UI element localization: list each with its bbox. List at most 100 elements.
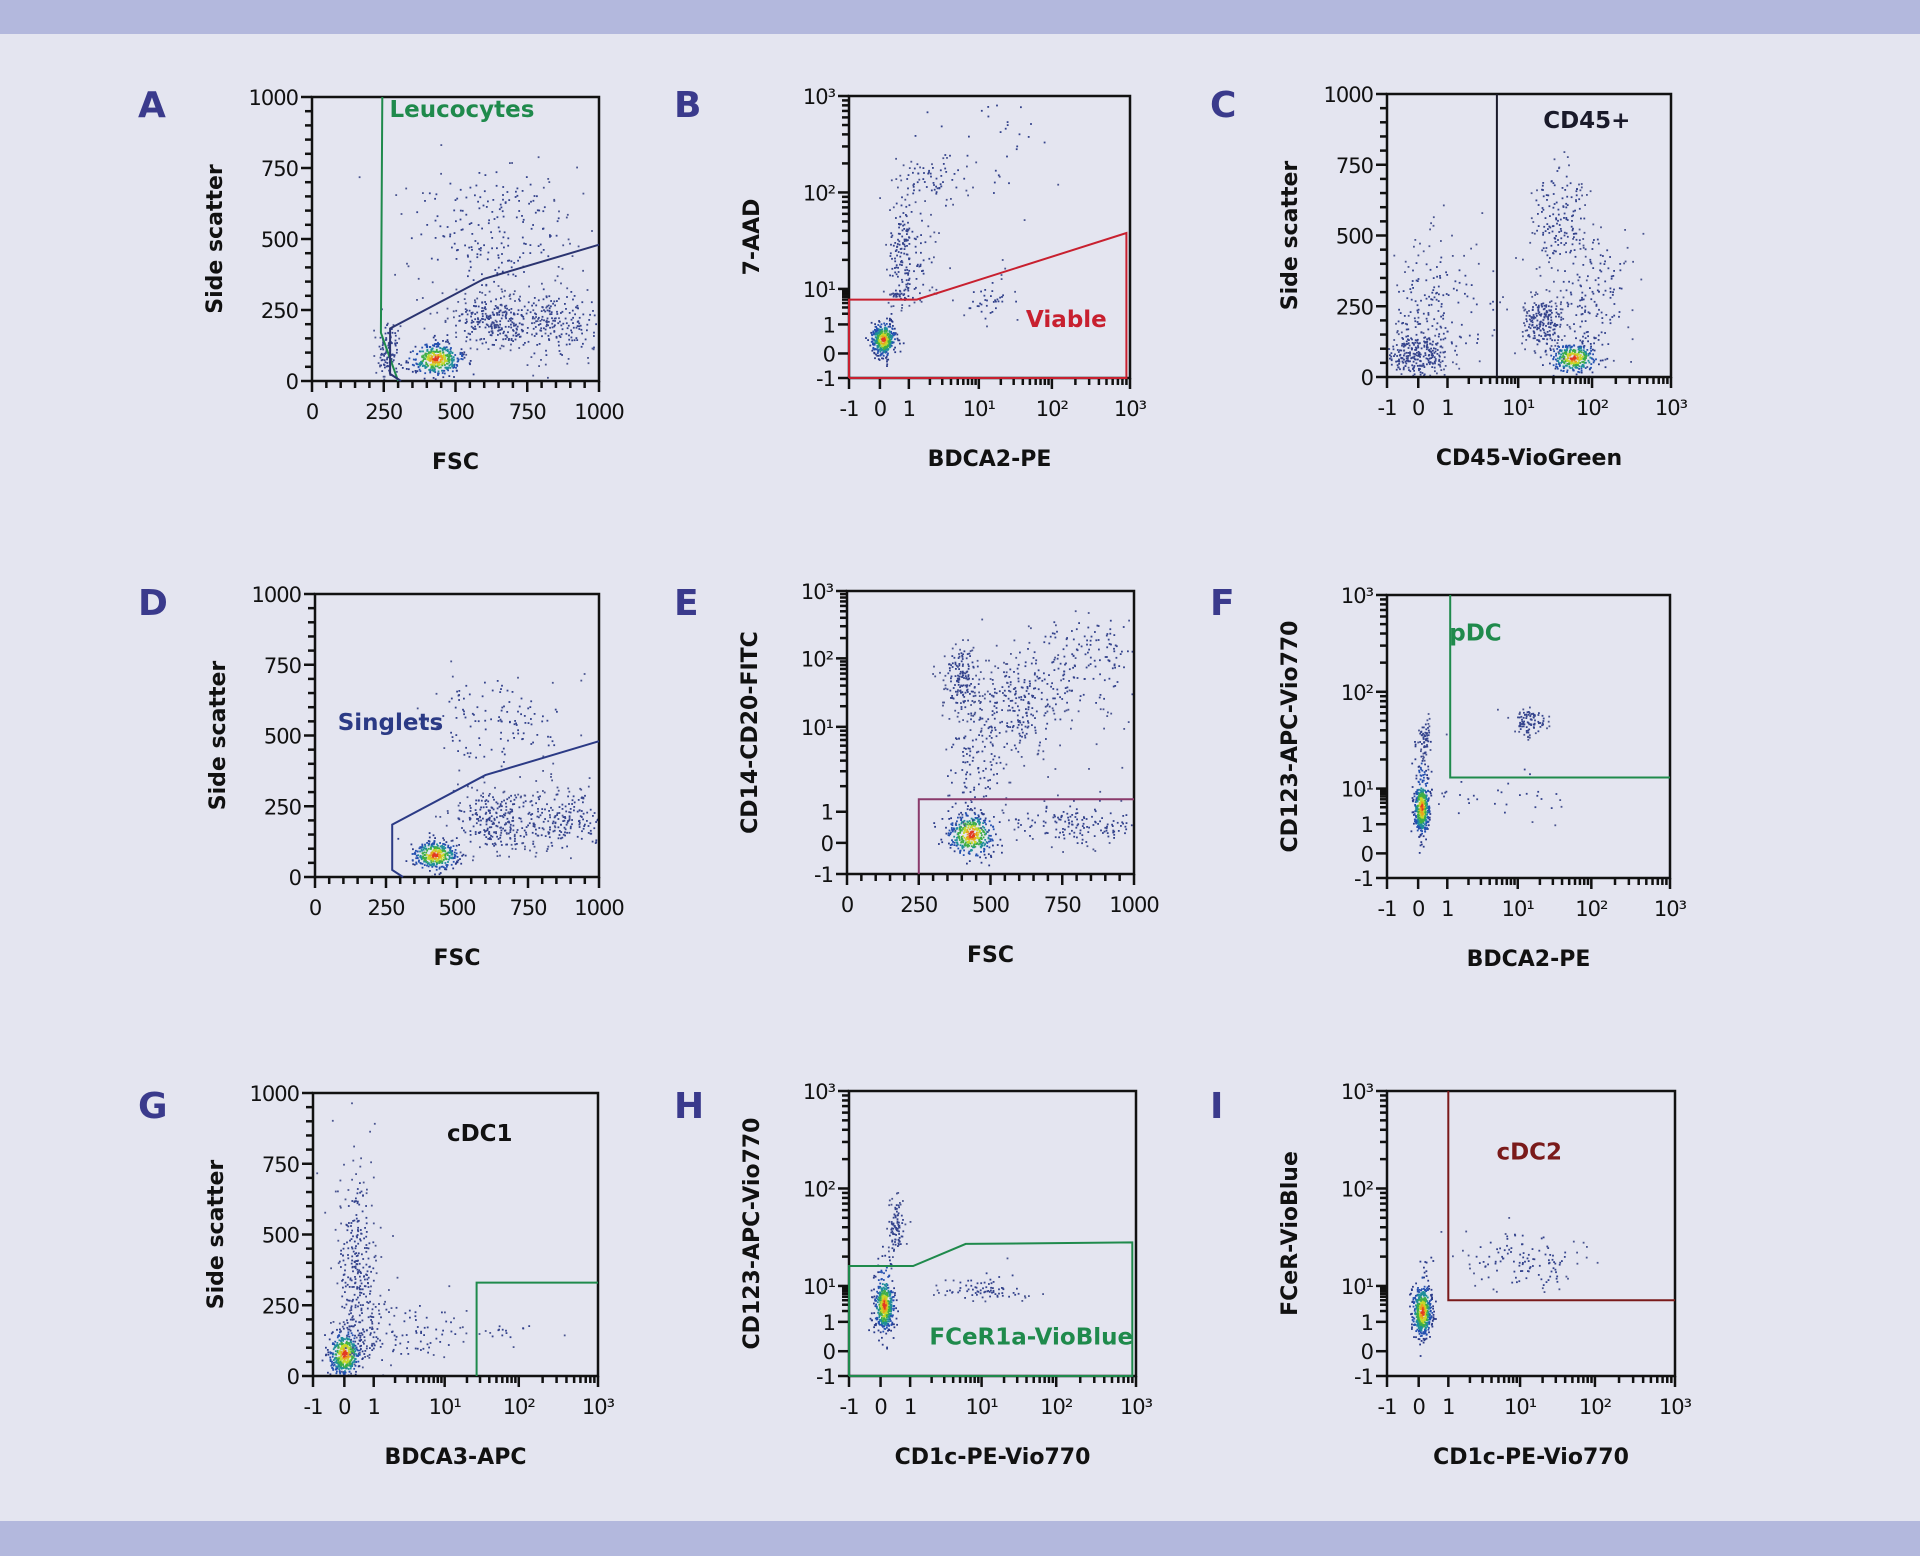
event-point <box>981 828 983 831</box>
event-point <box>518 200 520 202</box>
event-point <box>447 851 450 854</box>
event-point <box>1530 291 1532 294</box>
event-point <box>433 367 436 370</box>
event-point <box>892 325 894 327</box>
event-point <box>1419 360 1422 362</box>
event-point <box>433 370 435 373</box>
event-point <box>890 344 893 347</box>
event-point <box>492 808 495 811</box>
event-point <box>938 232 940 234</box>
event-point <box>1601 317 1604 319</box>
event-point <box>418 350 421 353</box>
event-point <box>1575 238 1578 241</box>
event-point <box>1618 311 1621 313</box>
event-point <box>468 246 471 249</box>
event-point <box>885 347 887 350</box>
gate-polygon[interactable] <box>389 243 600 382</box>
event-point <box>1430 347 1432 350</box>
event-point <box>592 348 595 351</box>
event-point <box>1410 291 1413 294</box>
event-point <box>1537 306 1540 309</box>
event-point <box>525 831 527 834</box>
event-point <box>932 182 935 184</box>
event-point <box>491 311 494 314</box>
event-point <box>1590 363 1593 365</box>
event-point <box>913 237 916 240</box>
event-point <box>1563 335 1566 337</box>
event-point <box>1536 324 1538 327</box>
event-point <box>424 353 426 356</box>
event-point <box>409 351 412 354</box>
event-point <box>911 230 914 233</box>
event-point <box>416 707 419 710</box>
event-point <box>1610 277 1613 280</box>
event-point <box>521 323 524 326</box>
event-point <box>1584 311 1586 313</box>
event-point <box>1535 199 1538 202</box>
event-point <box>411 370 414 373</box>
event-point <box>518 705 521 708</box>
event-point <box>451 857 453 859</box>
event-point <box>1546 331 1549 333</box>
event-point <box>961 665 964 667</box>
event-point <box>1571 351 1574 354</box>
event-point <box>493 817 496 820</box>
event-point <box>1592 361 1595 364</box>
event-point <box>430 348 433 351</box>
event-point <box>978 837 980 839</box>
event-point <box>1610 275 1613 278</box>
event-point <box>1609 296 1612 299</box>
event-point <box>1555 363 1558 366</box>
y-tick-label: 0 <box>1361 366 1373 390</box>
x-tick-label: -1 <box>1378 396 1397 420</box>
event-point <box>1447 294 1450 296</box>
event-point <box>396 342 398 344</box>
event-point <box>441 865 444 868</box>
event-point <box>1563 357 1565 360</box>
gate-singlets[interactable] <box>391 740 600 878</box>
event-point <box>1057 183 1060 186</box>
event-point <box>471 319 473 322</box>
event-point <box>954 643 957 646</box>
event-point <box>1416 365 1419 367</box>
event-point <box>549 816 551 819</box>
event-point <box>969 828 971 831</box>
event-point <box>964 706 967 709</box>
event-point <box>446 353 449 356</box>
event-point <box>1564 358 1566 360</box>
event-point <box>547 845 550 848</box>
event-point <box>967 668 970 670</box>
gate-viable[interactable] <box>848 231 1128 379</box>
event-point <box>576 166 578 169</box>
event-point <box>1578 198 1581 201</box>
event-point <box>570 329 572 332</box>
event-point <box>1558 361 1560 364</box>
event-point <box>1541 305 1543 308</box>
event-point <box>441 349 444 352</box>
event-point <box>963 836 966 839</box>
event-point <box>512 293 515 296</box>
event-point <box>442 866 445 869</box>
event-point <box>983 697 986 700</box>
event-point <box>531 813 534 815</box>
event-point <box>510 317 512 320</box>
event-point <box>1428 304 1430 307</box>
event-point <box>907 174 910 176</box>
event-point <box>475 756 477 759</box>
event-point <box>1525 339 1528 341</box>
event-point <box>512 340 514 342</box>
event-point <box>1417 308 1420 311</box>
event-point <box>1419 368 1421 370</box>
event-point <box>897 293 899 295</box>
event-point <box>438 867 441 870</box>
event-point <box>895 273 898 276</box>
gate-leucocytes[interactable] <box>379 96 400 382</box>
event-point <box>511 317 514 320</box>
event-point <box>489 837 491 839</box>
event-point <box>908 277 911 280</box>
event-point <box>1417 323 1420 325</box>
event-point <box>1591 290 1594 293</box>
event-point <box>469 807 472 809</box>
event-point <box>1417 346 1420 349</box>
event-point <box>383 354 385 357</box>
